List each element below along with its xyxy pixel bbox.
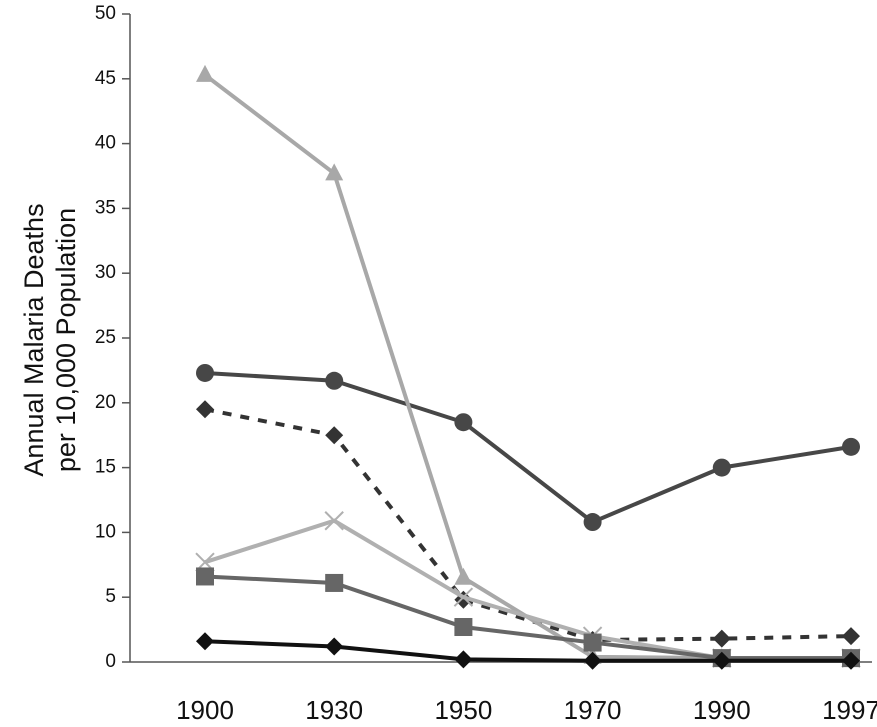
marker [454, 650, 473, 669]
marker [712, 458, 731, 477]
marker [196, 363, 214, 382]
y-axis-label: per 10,000 Population [51, 208, 81, 472]
marker [196, 400, 214, 419]
series-line [204, 370, 852, 525]
y-tick-label: 5 [105, 586, 116, 607]
x-tick-label: 1970 [564, 695, 622, 725]
y-tick-label: 10 [95, 521, 116, 542]
marker [454, 618, 473, 637]
series-line [204, 407, 852, 642]
y-axis-label: Annual Malaria Deaths [19, 203, 49, 476]
x-tick-label: 1997 [822, 695, 877, 725]
y-tick-label: 45 [95, 68, 116, 89]
marker [842, 651, 860, 670]
marker [583, 633, 602, 652]
y-tick-label: 40 [95, 133, 116, 154]
x-tick-label: 1950 [434, 695, 492, 725]
marker [325, 637, 344, 656]
series-line [204, 639, 851, 663]
y-tick-label: 30 [95, 262, 116, 283]
marker [712, 651, 731, 670]
x-tick-label: 1900 [176, 695, 234, 725]
marker [842, 437, 860, 456]
marker [325, 573, 344, 592]
marker [196, 632, 214, 651]
y-tick-label: 50 [95, 3, 116, 24]
marker [583, 651, 602, 670]
marker [454, 413, 473, 432]
series-line [203, 73, 851, 661]
marker [325, 371, 344, 390]
x-tick-label: 1990 [693, 695, 751, 725]
y-tick-label: 20 [95, 392, 116, 413]
marker [325, 426, 344, 445]
marker [712, 629, 731, 648]
series-line [204, 574, 851, 661]
marker [453, 587, 474, 607]
marker [325, 163, 344, 181]
marker [842, 627, 860, 646]
y-tick-label: 25 [95, 327, 116, 348]
marker [196, 64, 214, 82]
y-tick-label: 0 [105, 651, 116, 672]
marker [196, 567, 214, 586]
marker [454, 567, 473, 585]
marker [324, 511, 344, 531]
y-tick-label: 15 [95, 457, 116, 478]
x-tick-label: 1930 [305, 695, 363, 725]
marker [583, 513, 602, 532]
y-tick-label: 35 [95, 197, 116, 218]
